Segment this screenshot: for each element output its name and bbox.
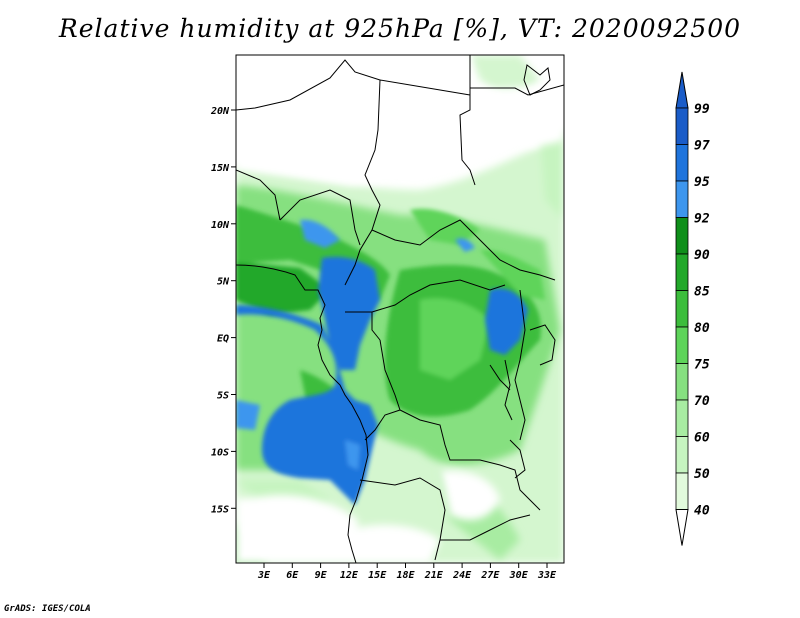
- colorbar-segment: [675, 326, 689, 364]
- lon-label: 6E: [286, 570, 299, 581]
- colorbar-segment: [675, 253, 689, 291]
- lat-label: 10S: [211, 447, 229, 458]
- colorbar-label: 95: [694, 175, 710, 190]
- colorbar-segment: [675, 363, 689, 401]
- lon-label: 18E: [396, 570, 415, 581]
- lon-label: 9E: [315, 570, 328, 581]
- lon-label: 3E: [257, 570, 271, 581]
- colorbar-segment: [675, 472, 689, 510]
- lon-label: 15E: [368, 570, 387, 581]
- colorbar-segment: [675, 290, 689, 328]
- lon-label: 27E: [480, 570, 500, 581]
- map-title: Relative humidity at 925hPa [%], VT: 202…: [58, 14, 742, 43]
- lat-label: 5N: [217, 277, 230, 288]
- colorbar-top-arrow: [675, 71, 689, 109]
- lon-label: 24E: [452, 570, 472, 581]
- boundaries: [236, 55, 564, 563]
- lat-label: 15S: [211, 504, 229, 515]
- lat-label: 5S: [217, 391, 229, 402]
- colorbar-label: 60: [694, 431, 710, 446]
- colorbar-segment: [675, 399, 689, 437]
- colorbar: 99 97 95 92 90 85 80 75 70 60 50 40: [675, 71, 710, 546]
- lat-label: 15N: [211, 163, 230, 174]
- colorbar-label: 92: [694, 212, 710, 227]
- lat-label: 10N: [211, 220, 230, 231]
- lat-label: EQ: [217, 334, 229, 345]
- lat-label: 20N: [210, 106, 230, 117]
- colorbar-segment: [675, 436, 689, 474]
- colorbar-label: 85: [694, 285, 710, 300]
- colorbar-label: 75: [694, 358, 710, 373]
- lon-label: 21E: [424, 570, 444, 581]
- colorbar-label: 97: [694, 139, 710, 154]
- humidity-field: [236, 55, 564, 563]
- colorbar-segment: [675, 107, 689, 145]
- credit-text: GrADS: IGES/COLA: [4, 604, 91, 614]
- colorbar-label: 80: [694, 321, 710, 336]
- colorbar-label: 40: [694, 504, 710, 519]
- colorbar-label: 90: [694, 248, 710, 263]
- longitude-axis: 3E 6E 9E 12E 15E 18E 21E 24E 27E 30E 33E: [257, 563, 557, 581]
- colorbar-segment: [675, 144, 689, 182]
- lon-label: 33E: [537, 570, 557, 581]
- lon-label: 30E: [509, 570, 529, 581]
- colorbar-label: 50: [694, 467, 710, 482]
- colorbar-bottom-arrow: [675, 509, 689, 546]
- colorbar-label: 99: [694, 102, 710, 117]
- colorbar-segment: [675, 217, 689, 255]
- latitude-axis: 20N 15N 10N 5N EQ 5S 10S 15S: [210, 106, 236, 515]
- colorbar-label: 70: [694, 394, 710, 409]
- map-frame: [235, 54, 565, 564]
- colorbar-segment: [675, 180, 689, 218]
- lon-label: 12E: [340, 570, 359, 581]
